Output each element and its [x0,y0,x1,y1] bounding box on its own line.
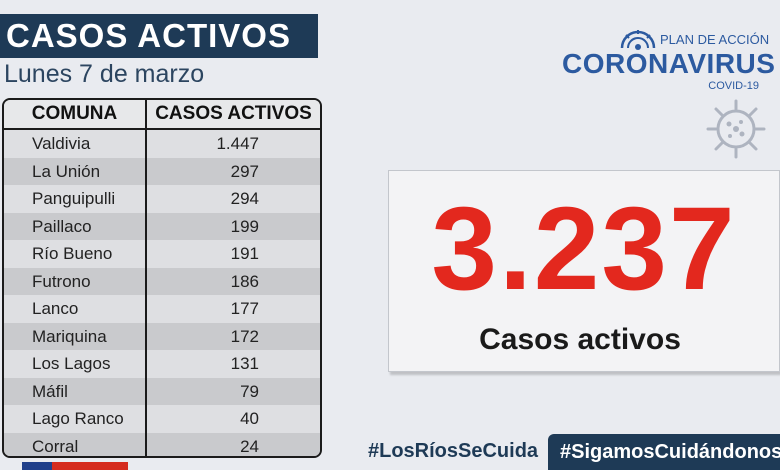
casos-cell: 199 [230,216,259,236]
casos-cell: 40 [240,409,259,428]
hashtag-sigamos: #SigamosCuidándonos [548,434,780,470]
table-row: Paillaco 199 [4,212,320,240]
casos-cell: 172 [230,326,259,346]
table-body: Valdivia 1.447 La Unión 297 Panguipulli 294… [4,130,320,456]
casos-cell: 79 [240,381,259,401]
comuna-cell: Los Lagos [4,350,147,378]
comuna-cell: Panguipulli [4,185,147,213]
chile-flag-stripe [22,462,128,470]
table-header: COMUNA CASOS ACTIVOS [4,100,320,130]
flag-red-block [52,462,128,470]
casos-cell: 1.447 [216,134,259,153]
comuna-cell: Mariquina [4,322,147,350]
comuna-cell: Río Bueno [4,240,147,268]
page-title: CASOS ACTIVOS [0,14,318,58]
logo-plan-text: PLAN DE ACCIÓN [660,32,770,47]
table-row: Máfil 79 [4,377,320,405]
casos-cell: 24 [240,436,259,456]
comuna-cell: Lago Ranco [4,405,147,433]
table-row: Mariquina 172 [4,322,320,350]
casos-cell: 177 [230,299,259,318]
table-row: Lago Ranco 40 [4,405,320,433]
flag-blue-block [22,462,52,470]
table-row: La Unión 297 [4,157,320,185]
casos-cell: 294 [230,189,259,208]
comuna-cell: Corral [4,432,147,456]
table-row: Río Bueno 191 [4,240,320,268]
table-row: Los Lagos 131 [4,350,320,378]
total-cases-caption: Casos activos [479,323,681,356]
comuna-cell: Futrono [4,267,147,295]
table-row: Valdivia 1.447 [4,130,320,158]
logo-name-text: CORONAVIRUS [562,48,776,79]
column-header-comuna: COMUNA [4,100,147,128]
table-row: Corral 24 [4,432,320,456]
casos-cell: 191 [230,244,259,263]
hashtag-los-rios: #LosRíosSeCuida [368,440,539,462]
comuna-cell: Valdivia [4,130,147,158]
column-header-casos: CASOS ACTIVOS [155,103,312,124]
coronavirus-plan-logo: PLAN DE ACCIÓN CORONAVIRUS COVID-19 [562,28,775,98]
virus-icon [620,30,656,50]
table-row: Futrono 186 [4,267,320,295]
date-subtitle: Lunes 7 de marzo [4,60,205,88]
table-row: Panguipulli 294 [4,185,320,213]
comuna-cell: Máfil [4,377,147,405]
comuna-cell: Paillaco [4,212,147,240]
casos-cell: 131 [230,354,259,373]
logo-sub-text: COVID-19 [708,80,759,92]
comuna-cell: La Unión [4,157,147,185]
casos-cell: 186 [230,271,259,291]
total-cases-number: 3.237 [431,183,737,315]
cases-table: COMUNA CASOS ACTIVOS Valdivia 1.447 La Un… [2,98,322,458]
comuna-cell: Lanco [4,295,147,323]
casos-cell: 297 [230,161,259,181]
virus-decoration-icon [706,99,766,159]
total-cases-card: 3.237 Casos activos [388,170,780,372]
table-row: Lanco 177 [4,295,320,323]
